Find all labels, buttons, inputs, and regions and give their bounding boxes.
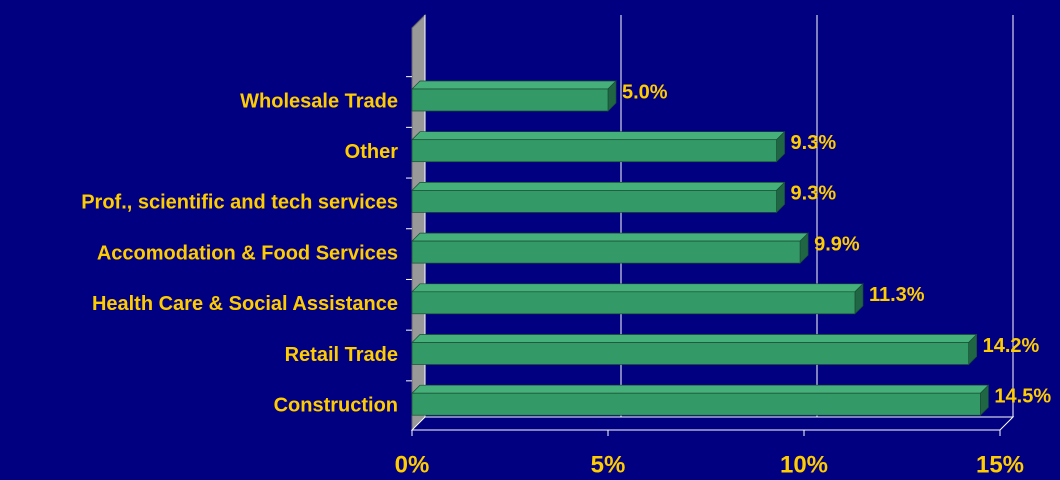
bar: [411, 139, 777, 163]
bar: [411, 291, 856, 315]
bar: [411, 240, 801, 264]
value-label: 9.9%: [814, 233, 860, 255]
bar-top: [411, 131, 786, 141]
value-label: 9.3%: [791, 132, 837, 154]
value-label: 14.2%: [983, 335, 1040, 357]
category-label: Retail Trade: [285, 344, 398, 366]
x-tick-label: 5%: [591, 451, 626, 478]
value-label: 11.3%: [869, 284, 925, 306]
x-tick-label: 15%: [976, 451, 1024, 478]
category-label: Accomodation & Food Services: [97, 242, 398, 264]
x-tick-label: 0%: [395, 451, 430, 478]
category-label: Construction: [274, 394, 398, 416]
bar-top: [411, 283, 864, 293]
bar-top: [411, 80, 617, 90]
category-label: Wholesale Trade: [240, 90, 398, 112]
bar: [411, 190, 777, 213]
category-label: Prof., scientific and tech services: [81, 192, 398, 214]
side-wall: [411, 13, 426, 432]
value-label: 14.5%: [994, 385, 1051, 407]
bar: [411, 392, 981, 416]
bar-top: [411, 182, 786, 191]
bar-top: [411, 232, 809, 242]
bar: [411, 88, 609, 112]
value-label: 5.0%: [622, 81, 668, 103]
category-label: Other: [345, 141, 399, 163]
x-tick-label: 10%: [780, 451, 828, 478]
category-label: Health Care & Social Assistance: [92, 293, 398, 315]
bar-top: [411, 334, 978, 343]
bar-top: [411, 384, 990, 394]
floor: [410, 416, 1015, 431]
value-label: 9.3%: [791, 183, 837, 205]
bar: [411, 342, 969, 365]
